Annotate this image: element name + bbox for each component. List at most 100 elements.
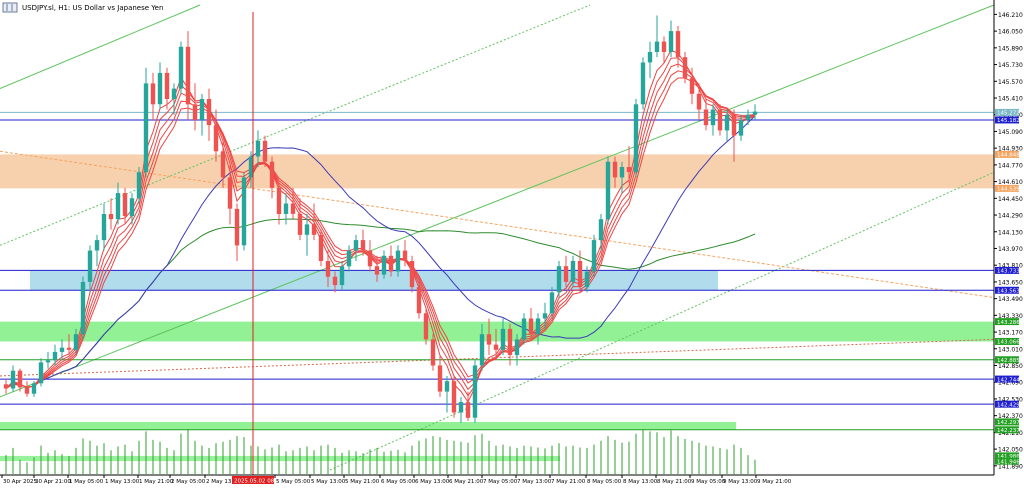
candle-body[interactable] — [402, 250, 408, 261]
candle-body[interactable] — [73, 334, 79, 350]
demand-zone-green-low[interactable] — [0, 421, 736, 430]
level-price-tag[interactable] — [995, 150, 1019, 158]
candle-body[interactable] — [80, 281, 86, 335]
candle-body[interactable] — [311, 224, 317, 235]
candle-body[interactable] — [675, 31, 681, 58]
candle-body[interactable] — [563, 266, 569, 282]
candle-body[interactable] — [486, 334, 492, 345]
candle-body[interactable] — [339, 266, 345, 285]
candle-body[interactable] — [682, 57, 688, 79]
candle-body[interactable] — [577, 261, 583, 288]
candle-body[interactable] — [269, 161, 275, 188]
candle-body[interactable] — [437, 365, 443, 392]
candle-body[interactable] — [731, 114, 737, 136]
candle-body[interactable] — [283, 203, 289, 214]
candle-body[interactable] — [633, 104, 639, 173]
candle-body[interactable] — [94, 240, 100, 251]
candle-body[interactable] — [374, 266, 380, 275]
candle-body[interactable] — [472, 365, 478, 418]
demand-zone-green-bottom[interactable] — [0, 455, 560, 462]
symbol-icon[interactable] — [2, 2, 18, 13]
candle-body[interactable] — [290, 203, 296, 214]
candle-body[interactable] — [45, 360, 51, 363]
candle-body[interactable] — [199, 99, 205, 120]
candle-body[interactable] — [465, 402, 471, 418]
candle-body[interactable] — [178, 46, 184, 89]
candle-body[interactable] — [234, 208, 240, 246]
level-price-tag[interactable] — [995, 184, 1019, 192]
candle-body[interactable] — [647, 52, 653, 63]
candle-body[interactable] — [458, 402, 464, 413]
candle-body[interactable] — [500, 328, 506, 350]
candle-body[interactable] — [3, 384, 9, 389]
level-price-tag[interactable] — [995, 337, 1019, 345]
candle-body[interactable] — [689, 78, 695, 94]
candle-body[interactable] — [220, 151, 226, 178]
candle-body[interactable] — [17, 370, 23, 388]
candle-body[interactable] — [605, 161, 611, 220]
trendline-dotted-lower[interactable] — [329, 171, 995, 471]
candle-body[interactable] — [115, 193, 121, 220]
candle-body[interactable] — [479, 334, 485, 366]
candle-body[interactable] — [612, 161, 618, 178]
level-price-tag[interactable] — [995, 116, 1019, 124]
candle-body[interactable] — [724, 114, 730, 131]
candle-body[interactable] — [507, 328, 513, 355]
candle-body[interactable] — [304, 224, 310, 235]
candle-body[interactable] — [353, 240, 359, 251]
candle-body[interactable] — [668, 31, 674, 52]
candle-body[interactable] — [409, 261, 415, 288]
level-price-tag[interactable] — [995, 286, 1019, 294]
candle-body[interactable] — [738, 119, 744, 136]
candle-body[interactable] — [101, 214, 107, 241]
level-price-tag[interactable] — [995, 426, 1019, 434]
candle-body[interactable] — [325, 261, 331, 277]
candle-body[interactable] — [24, 387, 30, 394]
candle-body[interactable] — [157, 72, 163, 105]
candle-body[interactable] — [598, 219, 604, 241]
candle-body[interactable] — [521, 318, 527, 340]
candle-body[interactable] — [514, 339, 520, 356]
candle-body[interactable] — [367, 250, 373, 267]
candle-body[interactable] — [717, 109, 723, 131]
candle-body[interactable] — [626, 167, 632, 173]
candle-body[interactable] — [262, 140, 268, 162]
candle-body[interactable] — [52, 351, 58, 361]
candle-body[interactable] — [206, 99, 212, 126]
candle-body[interactable] — [549, 292, 555, 314]
candle-body[interactable] — [388, 255, 394, 272]
candle-body[interactable] — [535, 318, 541, 335]
candle-body[interactable] — [570, 261, 576, 282]
candle-body[interactable] — [143, 83, 149, 173]
candle-body[interactable] — [66, 347, 72, 350]
trendline-upper[interactable] — [0, 4, 201, 90]
candle-body[interactable] — [528, 318, 534, 335]
candle-body[interactable] — [444, 381, 450, 392]
candle-body[interactable] — [696, 93, 702, 110]
candle-body[interactable] — [136, 172, 142, 199]
candle-body[interactable] — [556, 266, 562, 293]
candle-body[interactable] — [129, 198, 135, 217]
candle-body[interactable] — [493, 344, 499, 350]
candle-body[interactable] — [430, 339, 436, 366]
candle-body[interactable] — [346, 250, 352, 267]
candle-body[interactable] — [752, 111, 758, 115]
level-price-tag[interactable] — [995, 356, 1019, 364]
candle-body[interactable] — [10, 370, 16, 389]
level-price-tag[interactable] — [995, 375, 1019, 383]
candle-body[interactable] — [619, 167, 625, 178]
candle-body[interactable] — [31, 383, 37, 394]
candle-body[interactable] — [416, 287, 422, 314]
candle-body[interactable] — [745, 114, 751, 120]
candle-body[interactable] — [654, 41, 660, 52]
trendline-channel-main[interactable] — [0, 4, 995, 398]
candle-body[interactable] — [451, 381, 457, 413]
candle-body[interactable] — [640, 62, 646, 105]
candle-body[interactable] — [381, 255, 387, 275]
candle-body[interactable] — [423, 313, 429, 340]
candle-body[interactable] — [360, 240, 366, 251]
candle-body[interactable] — [542, 313, 548, 319]
level-price-tag[interactable] — [995, 266, 1019, 274]
candle-body[interactable] — [248, 156, 254, 178]
level-price-tag[interactable] — [995, 400, 1019, 408]
